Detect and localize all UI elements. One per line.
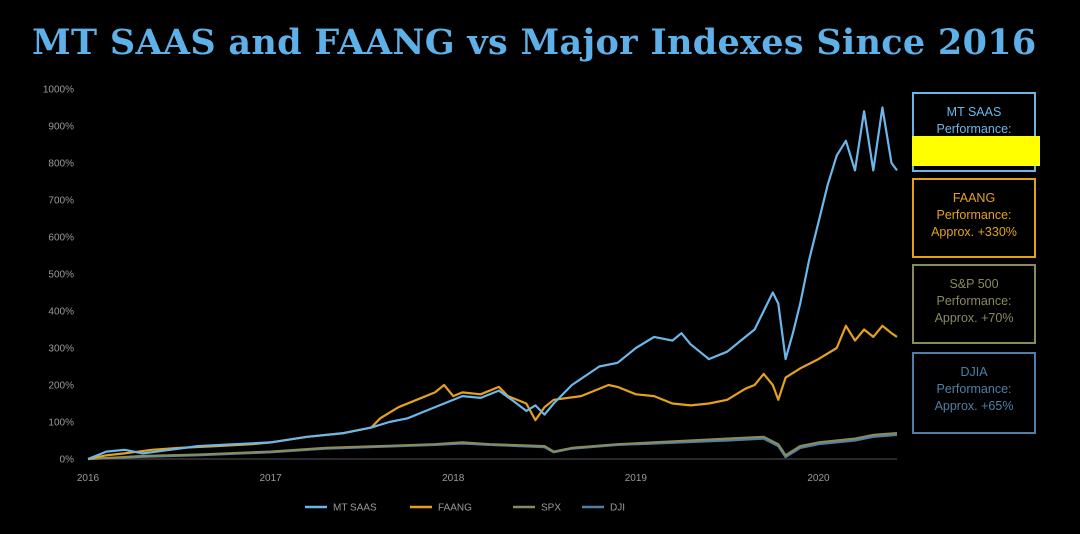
x-tick-label: 2019 (625, 473, 648, 484)
callout-sp500-label: Performance: (936, 294, 1012, 308)
callout-djia-name: DJIA (960, 365, 988, 379)
legend-label: MT SAAS (333, 503, 377, 514)
callout-djia-value: Approx. +65% (934, 399, 1014, 413)
y-tick-label: 900% (48, 122, 74, 133)
x-tick-label: 2018 (442, 473, 465, 484)
callout-djia: DJIA Performance: Approx. +65% (912, 352, 1036, 434)
legend-label: SPX (541, 503, 561, 514)
callout-faang-name: FAANG (952, 191, 996, 205)
highlight-redaction (912, 136, 1040, 166)
x-tick-label: 2016 (77, 473, 100, 484)
y-tick-label: 800% (48, 159, 74, 170)
callout-faang-label: Performance: (936, 208, 1012, 222)
y-tick-label: 1000% (43, 85, 74, 96)
callout-mt-saas-name: MT SAAS (946, 105, 1002, 119)
legend-label: FAANG (438, 503, 472, 514)
y-tick-label: 600% (48, 233, 74, 244)
y-tick-label: 0% (60, 455, 75, 466)
y-tick-label: 300% (48, 344, 74, 355)
legend-label: DJI (610, 503, 625, 514)
y-tick-label: 500% (48, 270, 74, 281)
y-tick-label: 200% (48, 381, 74, 392)
series-line-mt-saas (87, 106, 898, 461)
x-tick-label: 2017 (259, 473, 282, 484)
callout-sp500-name: S&P 500 (949, 277, 999, 291)
x-tick-label: 2020 (807, 473, 830, 484)
series-line-spx (87, 432, 898, 461)
callout-mt-saas-label: Performance: (936, 122, 1012, 136)
y-tick-label: 700% (48, 196, 74, 207)
callout-sp500: S&P 500 Performance: Approx. +70% (912, 264, 1036, 344)
callout-faang: FAANG Performance: Approx. +330% (912, 178, 1036, 258)
y-tick-label: 400% (48, 307, 74, 318)
callout-sp500-value: Approx. +70% (934, 311, 1014, 325)
callout-faang-value: Approx. +330% (931, 225, 1017, 239)
callout-djia-label: Performance: (936, 382, 1012, 396)
chart-title: MT SAAS and FAANG vs Major Indexes Since… (32, 22, 1037, 63)
callout-mt-saas: MT SAAS Performance: (912, 92, 1036, 172)
y-tick-label: 100% (48, 418, 74, 429)
